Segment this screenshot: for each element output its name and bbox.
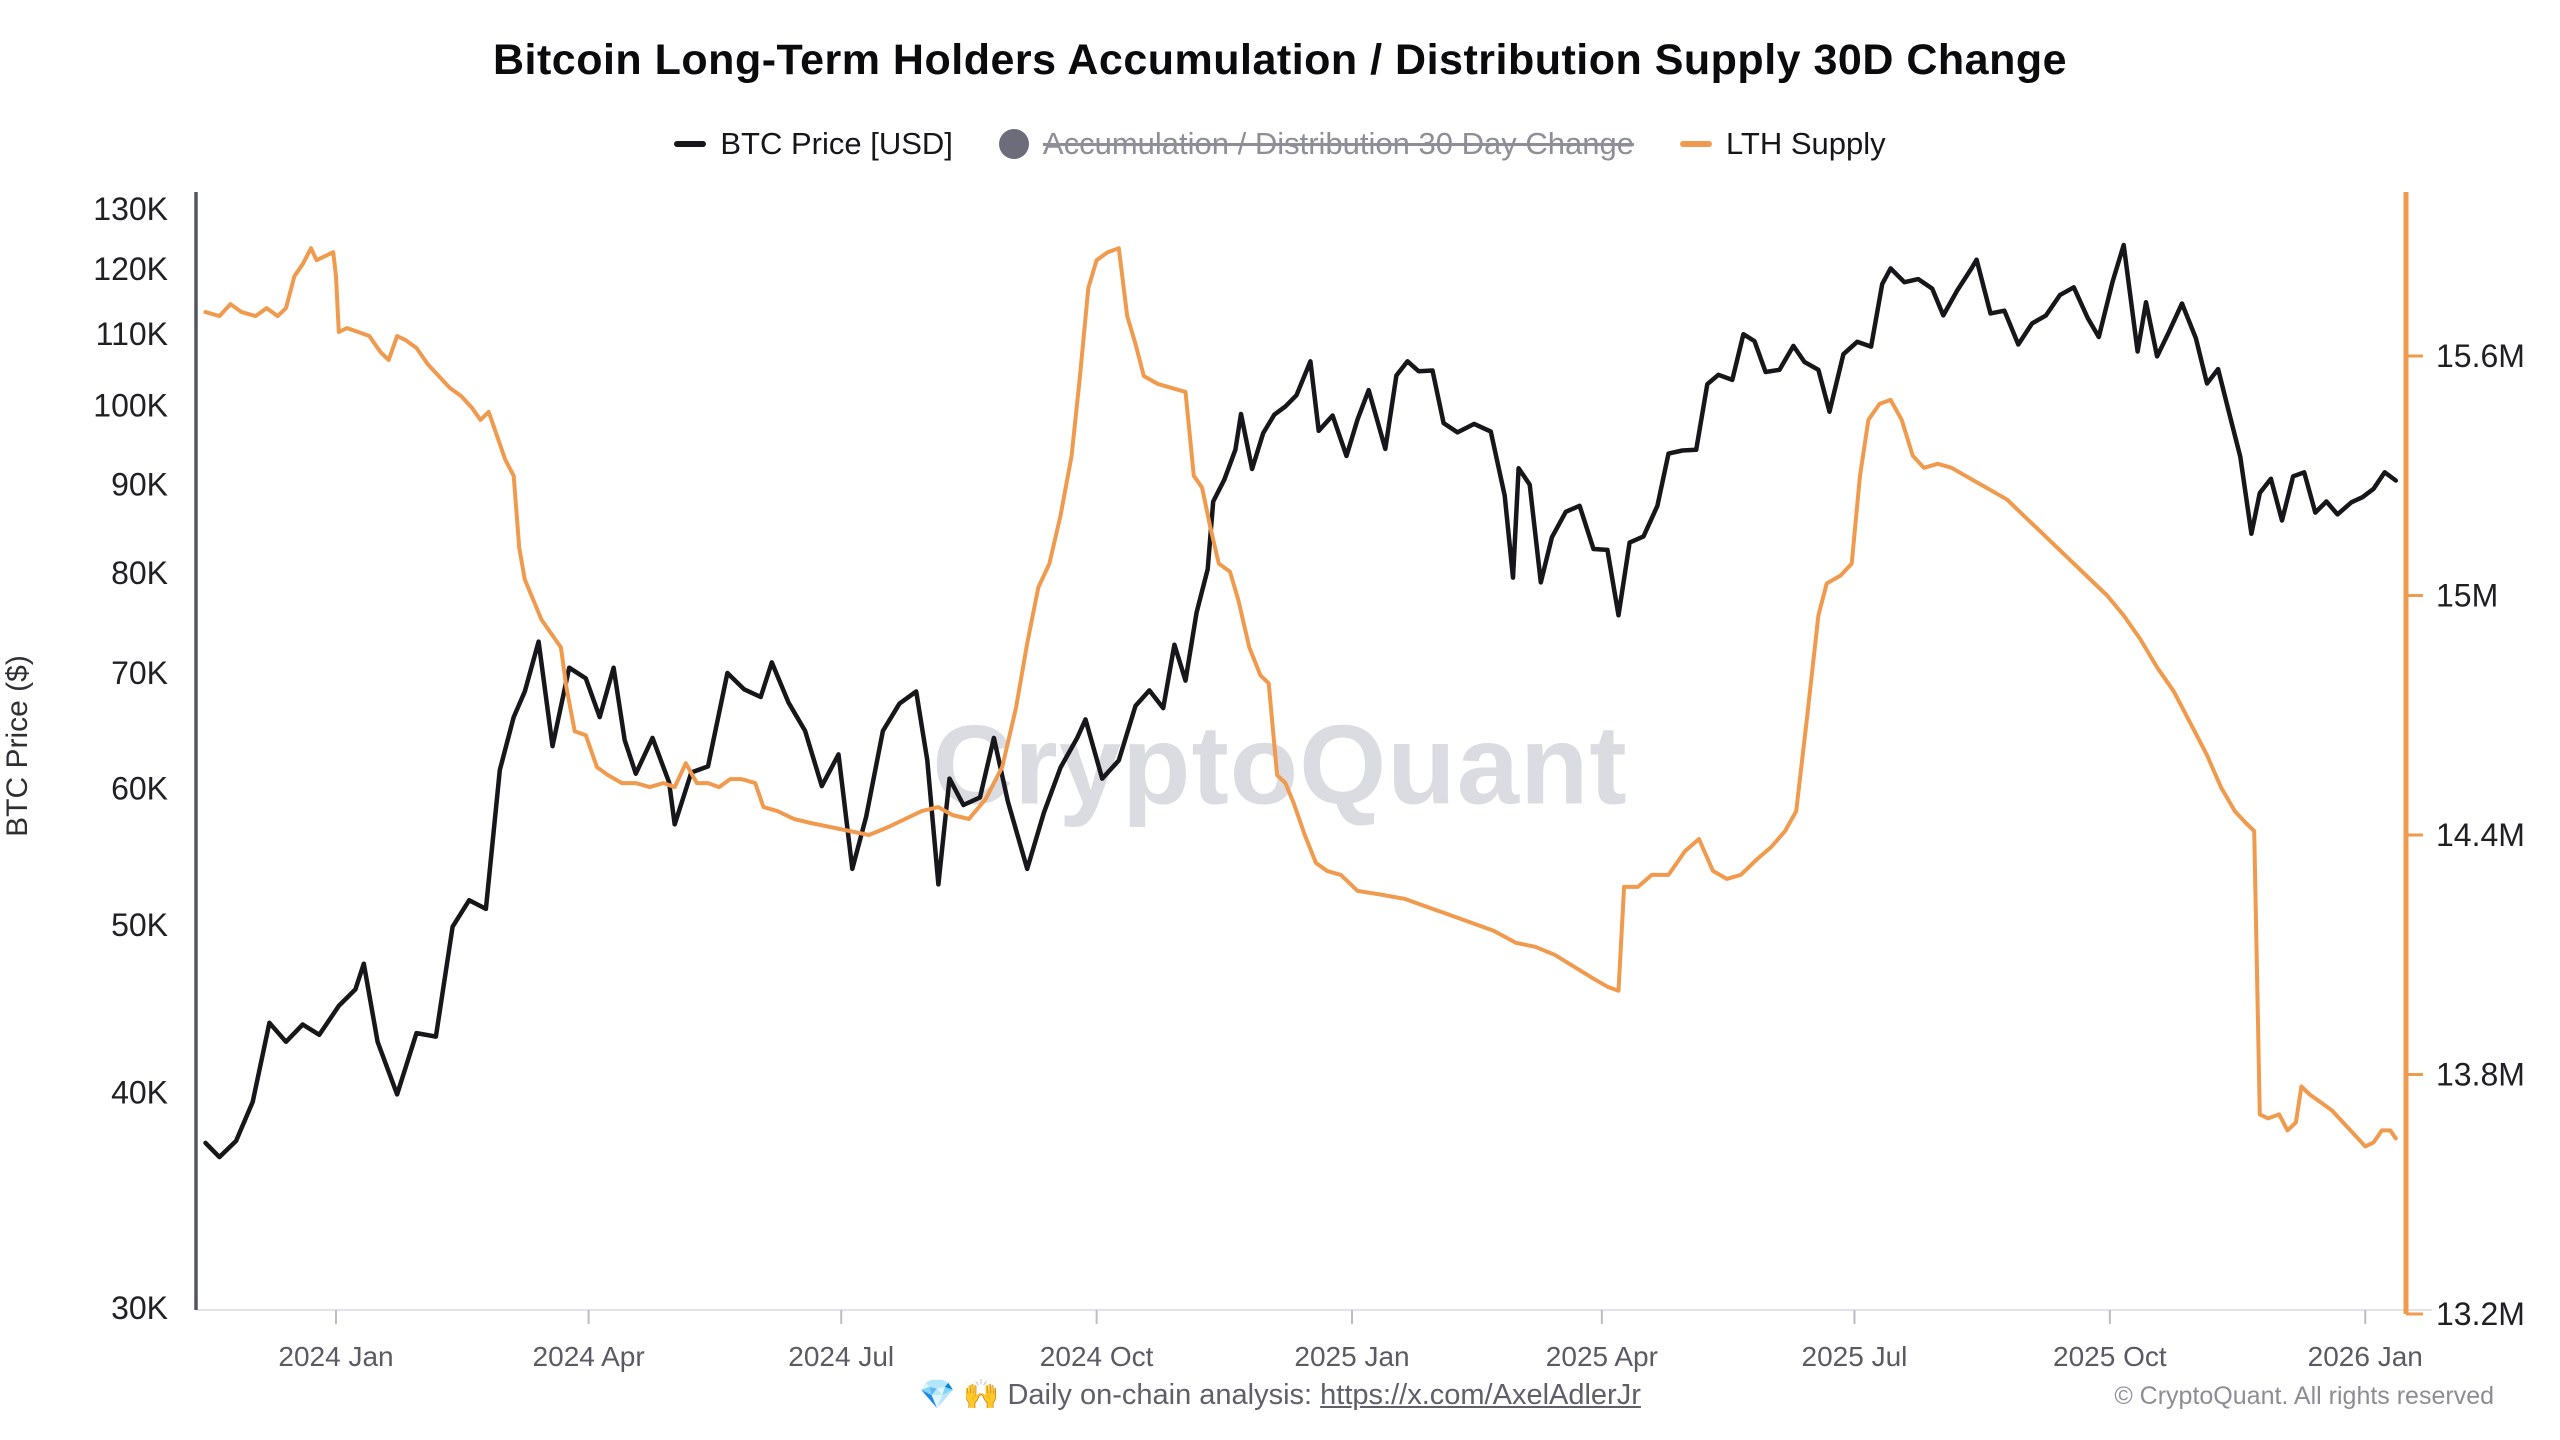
y-left-tick-label: 110K (96, 316, 168, 352)
copyright-notice: © CryptoQuant. All rights reserved (2114, 1382, 2494, 1410)
x-tick-label: 2024 Oct (1040, 1341, 1154, 1372)
x-tick-label: 2025 Jul (1802, 1341, 1908, 1372)
y-right-tick-label: 15.6M (2436, 338, 2525, 374)
y-left-tick-label: 30K (111, 1290, 168, 1326)
y-left-tick-label: 70K (111, 655, 168, 691)
y-left-tick-label: 100K (93, 388, 168, 424)
legend-item-lth-supply[interactable]: LTH Supply (1679, 126, 1886, 162)
y-right-tick-label: 14.4M (2436, 817, 2525, 853)
series-line-btc-price (203, 242, 2399, 1160)
author-link[interactable]: https://x.com/AxelAdlerJr (1320, 1379, 1641, 1411)
circle-swatch-icon (998, 129, 1029, 159)
footer-note-text: Daily on-chain analysis: (999, 1379, 1321, 1411)
diamond-hands-emoji-icon: 💎 🙌 (919, 1379, 1000, 1411)
y-right-tick-label: 13.8M (2436, 1057, 2525, 1093)
legend: BTC Price [USD] Accumulation / Distribut… (0, 122, 2560, 166)
x-tick-label: 2025 Apr (1546, 1341, 1658, 1372)
y-left-tick-label: 60K (111, 771, 168, 807)
chart-title: Bitcoin Long-Term Holders Accumulation /… (492, 36, 2068, 84)
y-left-tick-label: 50K (111, 907, 168, 943)
y-right-tick-label: 13.2M (2436, 1296, 2525, 1332)
y-left-tick-label: 80K (111, 555, 168, 591)
legend-label: LTH Supply (1725, 126, 1886, 161)
x-tick-label: 2024 Apr (533, 1341, 645, 1372)
series-line-lth-supply (203, 246, 2398, 1149)
y-left-tick-label: 130K (93, 191, 168, 227)
x-tick-label: 2026 Jan (2308, 1341, 2423, 1372)
legend-item-btc-price[interactable]: BTC Price [USD] (674, 126, 953, 162)
legend-label-disabled: Accumulation / Distribution 30 Day Chang… (1042, 126, 1634, 161)
line-swatch-icon (674, 141, 707, 147)
x-tick-label: 2024 Jan (278, 1341, 393, 1372)
legend-label: BTC Price [USD] (720, 126, 953, 161)
x-tick-label: 2025 Jan (1294, 1341, 1409, 1372)
y-left-tick-label: 40K (111, 1075, 168, 1111)
y-left-tick-label: 120K (93, 251, 168, 287)
y-right-tick-label: 15M (2436, 578, 2498, 614)
y-left-tick-label: 90K (111, 467, 168, 503)
x-tick-label: 2025 Oct (2053, 1341, 2167, 1372)
footer-note: 💎 🙌 Daily on-chain analysis: https://x.c… (0, 1378, 2560, 1412)
legend-item-accumulation-distribution[interactable]: Accumulation / Distribution 30 Day Chang… (998, 126, 1634, 162)
line-swatch-icon (1679, 141, 1712, 147)
x-tick-label: 2024 Jul (788, 1341, 894, 1372)
